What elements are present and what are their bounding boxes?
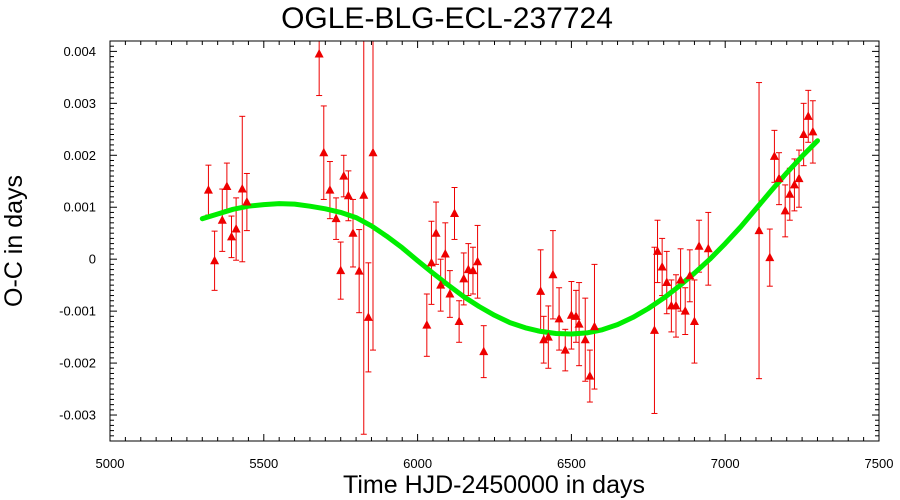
data-point-marker [217, 215, 227, 224]
data-point-marker [426, 257, 436, 267]
data-point-marker [450, 208, 460, 217]
data-point-marker [242, 197, 252, 206]
data-point-marker [314, 48, 324, 58]
data-point-marker [454, 316, 464, 326]
data-point-marker [422, 320, 432, 329]
y-axis-label: O-C in days [0, 175, 28, 307]
x-tick-label: 7500 [865, 456, 894, 471]
data-point-marker [780, 205, 790, 215]
data-point-marker [336, 265, 346, 275]
x-tick-label: 6500 [557, 456, 586, 471]
data-point-marker [231, 224, 241, 233]
y-tick-label: 0.003 [63, 96, 96, 111]
data-point-marker [676, 274, 686, 284]
data-point-marker [685, 270, 695, 280]
data-point-marker [343, 190, 353, 200]
x-axis-label: Time HJD-2450000 in days [343, 471, 645, 499]
data-point-marker [363, 312, 373, 321]
plot-frame [109, 40, 880, 442]
data-point-marker [222, 181, 232, 190]
data-point-marker [653, 246, 663, 255]
y-tick-label: 0.004 [63, 44, 96, 59]
data-point-marker [210, 255, 220, 265]
data-point [360, 41, 367, 435]
data-point-marker [548, 269, 558, 279]
data-point-marker [794, 173, 804, 183]
data-point-marker [319, 147, 329, 157]
data-point-marker [325, 185, 335, 194]
data-point-marker [331, 213, 341, 223]
data-point-marker [754, 225, 764, 235]
x-tick-label: 7000 [711, 456, 740, 471]
y-tick-label: -0.002 [59, 356, 96, 371]
data-point-marker [436, 280, 446, 289]
data-point-marker [694, 241, 704, 250]
data-point-marker [359, 190, 369, 199]
data-point-marker [237, 184, 247, 193]
plot-area [199, 41, 820, 435]
data-point-marker [774, 173, 784, 183]
chart-title: OGLE-BLG-ECL-237724 [281, 2, 613, 35]
data-point-marker [649, 325, 659, 334]
data-point-marker [574, 319, 584, 328]
data-point-marker [354, 266, 364, 275]
data-point-marker [803, 111, 813, 120]
data-point-marker [560, 345, 570, 354]
data-point-marker [765, 252, 775, 262]
x-tick-label: 5500 [249, 456, 278, 471]
data-point-marker [203, 185, 213, 194]
data-point-marker [808, 126, 818, 136]
x-tick-label: 6000 [403, 456, 432, 471]
data-point-marker [348, 228, 358, 237]
data-point-marker [440, 248, 450, 258]
data-point-marker [769, 151, 779, 160]
data-point-marker [580, 334, 590, 344]
y-tick-label: -0.001 [59, 304, 96, 319]
data-point-marker [554, 313, 564, 323]
data-point-marker [539, 334, 549, 344]
data-point-marker [479, 346, 489, 356]
y-tick-label: 0.001 [63, 200, 96, 215]
y-tick-label: 0 [89, 252, 96, 267]
data-point-marker [227, 231, 237, 241]
data-point-marker [589, 321, 599, 331]
data-point-marker [671, 300, 681, 310]
x-axis: 5000 5500 6000 6500 7000 7500 [96, 41, 894, 471]
data-point-marker [339, 171, 349, 180]
fit-curve [199, 138, 820, 337]
data-point-marker [662, 277, 672, 287]
data-point-marker [785, 189, 795, 198]
data-point-marker [585, 371, 595, 380]
data-point [369, 41, 376, 351]
data-point-marker [459, 273, 469, 283]
x-tick-label: 5000 [96, 456, 125, 471]
data-point-marker [468, 265, 478, 275]
data-point-marker [445, 288, 455, 298]
data-point-marker [536, 286, 546, 295]
data-point-marker [789, 179, 799, 189]
data-point-marker [657, 261, 667, 271]
data-point-marker [543, 332, 553, 341]
data-point-marker [689, 316, 699, 326]
y-tick-label: -0.003 [59, 408, 96, 423]
y-axis: -0.003 -0.002 -0.001 0 0.001 0.002 0.003 0.004 [59, 40, 879, 442]
data-point-marker [680, 306, 690, 315]
data-point-marker [431, 228, 441, 237]
data-point-marker [799, 129, 809, 139]
data-point-marker [368, 147, 378, 157]
data-point-marker [703, 243, 713, 253]
data-point-marker [473, 256, 483, 266]
y-tick-label: 0.002 [63, 148, 96, 163]
data-point-marker [571, 311, 581, 320]
